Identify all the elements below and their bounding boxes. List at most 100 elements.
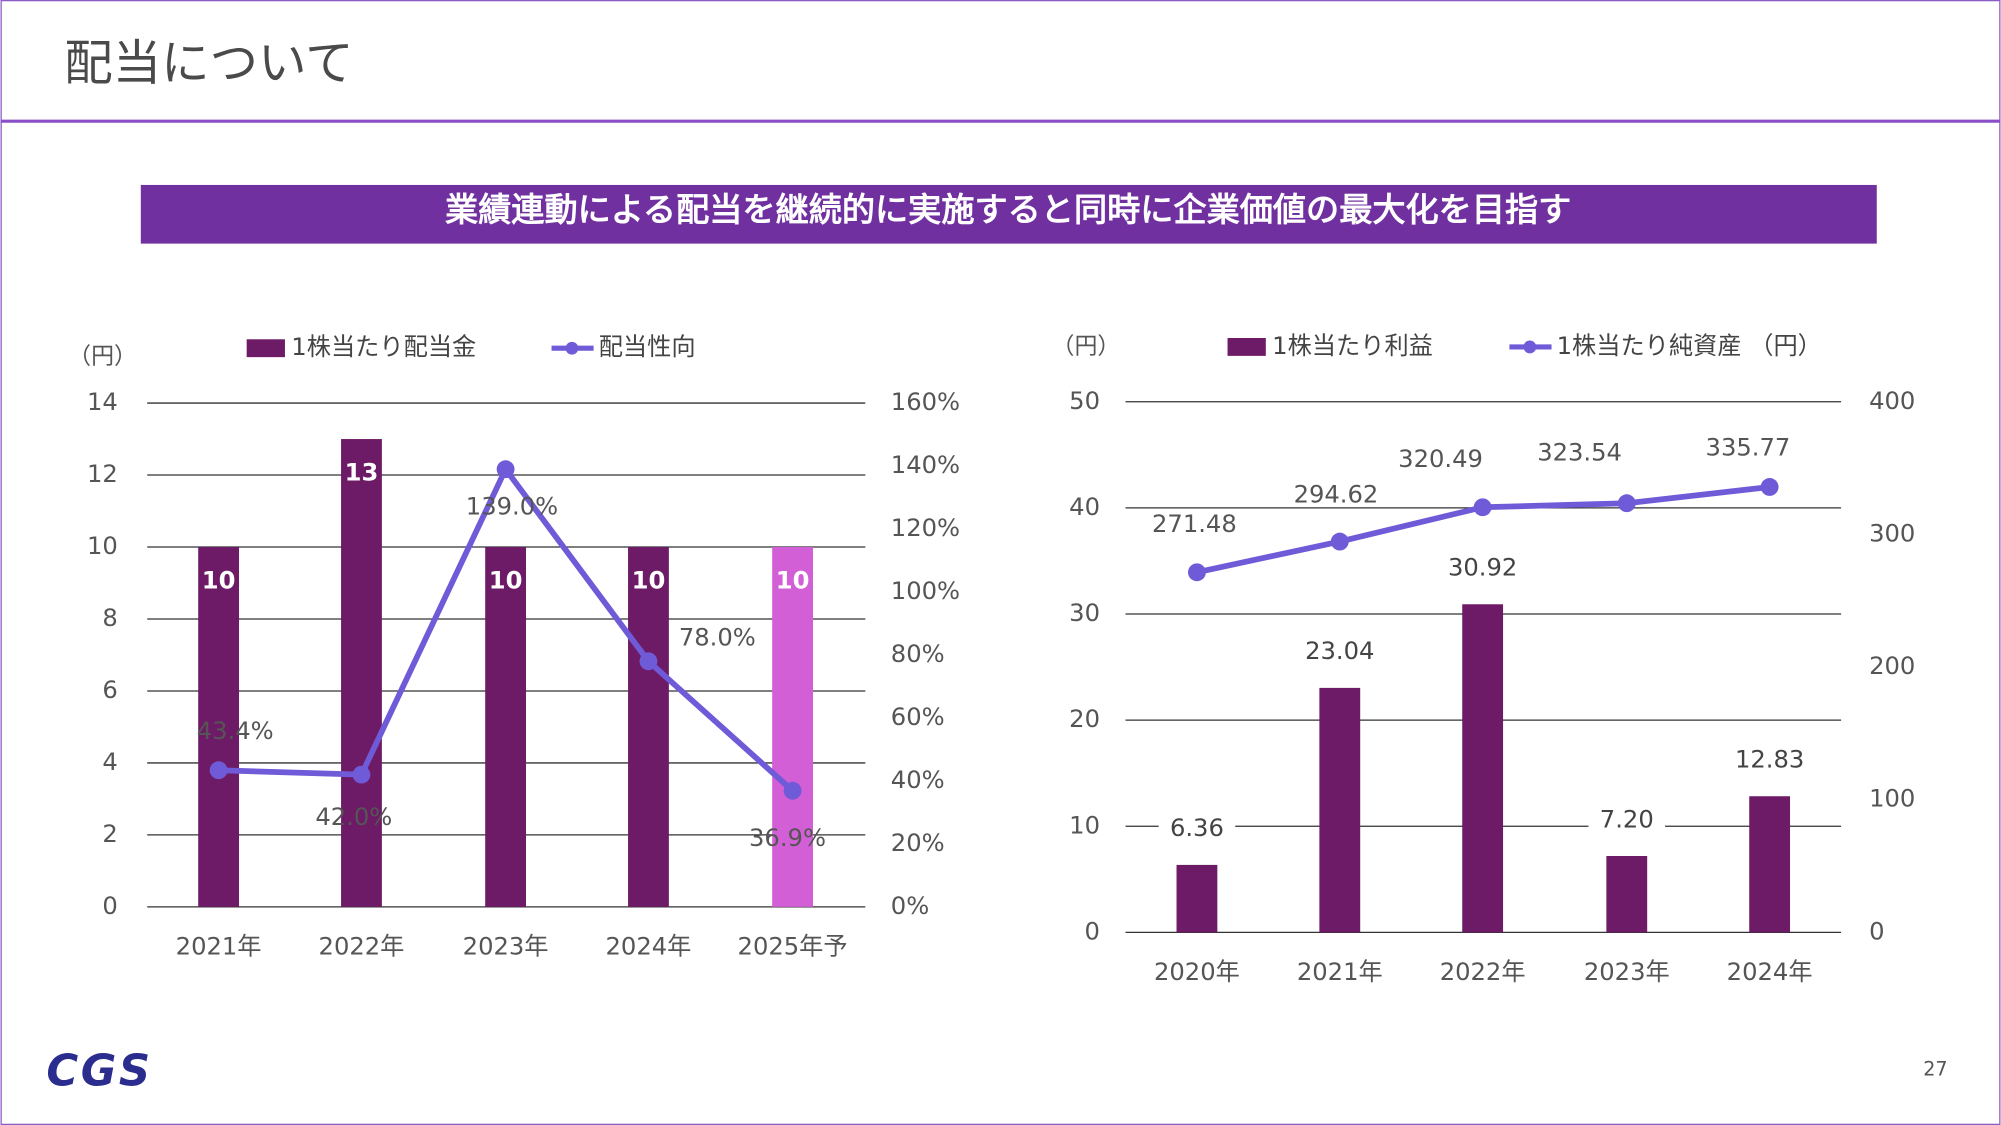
y-tick-label: 14 (87, 388, 118, 416)
bar (1606, 855, 1648, 933)
x-tick-label: 2023年 (1584, 958, 1670, 986)
line-marker (1760, 478, 1779, 496)
line-label: 139.0% (466, 492, 558, 520)
line-label: 335.77 (1706, 434, 1791, 462)
y2-tick-label: 140% (891, 451, 960, 479)
y2-tick-label: 200 (1869, 652, 1915, 680)
bar (198, 547, 240, 907)
y-unit: （円） (68, 344, 137, 370)
bar-label-bg (1444, 553, 1521, 584)
x-tick-label: 2021年 (1297, 958, 1383, 986)
y-tick-label: 8 (102, 604, 117, 632)
bar-label: 23.04 (1305, 637, 1374, 665)
y-tick-label: 20 (1069, 705, 1100, 733)
line-label: 42.0% (315, 803, 392, 831)
bar-label-bg (1588, 804, 1666, 836)
logo: CGS (46, 1046, 152, 1096)
bar-label-bg (1731, 745, 1808, 776)
y-tick-label: 2 (102, 820, 117, 848)
y2-tick-label: 80% (891, 640, 945, 668)
x-tick-label: 2020年 (1154, 958, 1240, 986)
line-marker (1473, 498, 1492, 517)
bar-label: 6.36 (1170, 814, 1224, 842)
y2-tick-label: 300 (1869, 519, 1915, 547)
line-label: 78.0% (679, 623, 756, 651)
line-label: 320.49 (1398, 445, 1483, 473)
y-tick-label: 12 (87, 460, 118, 488)
line-marker (1188, 563, 1206, 582)
bar (341, 439, 382, 907)
line-label: 271.48 (1152, 510, 1237, 538)
bar (772, 547, 813, 907)
line-marker (783, 781, 802, 800)
x-tick-label: 2023年 (463, 933, 549, 961)
y2-tick-label: 100 (1869, 785, 1915, 813)
legend-label: 1株当たり配当金 (291, 333, 476, 361)
y-unit: （円） (1052, 333, 1121, 359)
x-tick-label: 2022年 (319, 933, 405, 961)
page-number: 27 (1923, 1058, 1947, 1081)
bar (1176, 864, 1218, 933)
y-tick-label: 50 (1069, 387, 1100, 415)
x-tick-label: 2022年 (1440, 958, 1526, 986)
x-tick-label: 2024年 (606, 933, 692, 961)
line-marker (1330, 532, 1349, 551)
bar-label: 10 (489, 566, 523, 594)
y2-tick-label: 100% (891, 577, 960, 605)
y-tick-label: 6 (102, 676, 117, 704)
banner-text: 業績連動による配当を継続的に実施すると同時に企業価値の最大化を目指す (445, 190, 1571, 229)
bar (485, 547, 527, 907)
legend-marker (565, 341, 579, 355)
bar-label: 12.83 (1735, 746, 1804, 774)
bar-label: 13 (345, 458, 379, 486)
banner (140, 184, 1877, 244)
y2-tick-label: 120% (891, 514, 960, 542)
bar-label-bg (1158, 813, 1236, 845)
bar-label: 10 (632, 566, 666, 594)
y-tick-label: 0 (102, 892, 117, 920)
bar-label: 10 (202, 566, 236, 594)
legend-label: 1株当たり純資産 （円） (1557, 332, 1822, 360)
bar (628, 547, 669, 907)
x-tick-label: 2025年予 (738, 933, 848, 961)
bar (1749, 796, 1791, 933)
bar-label-bg (1301, 636, 1379, 668)
bar (1462, 604, 1504, 933)
x-tick-label: 2024年 (1727, 958, 1813, 986)
legend-label: 1株当たり利益 (1272, 332, 1433, 360)
bar (1319, 687, 1361, 933)
y-tick-label: 10 (87, 532, 118, 560)
line-label: 36.9% (749, 824, 826, 852)
legend-swatch (246, 339, 285, 358)
line-marker (352, 765, 371, 784)
y2-tick-label: 0 (1869, 917, 1884, 945)
bar-label: 30.92 (1448, 554, 1517, 582)
bar-label: 7.20 (1600, 805, 1654, 833)
line-label: 294.62 (1294, 481, 1379, 509)
y-tick-label: 30 (1069, 599, 1100, 627)
bar-label: 10 (776, 566, 810, 594)
y2-tick-label: 60% (891, 703, 945, 731)
legend-marker (1523, 340, 1537, 354)
line-marker (1617, 494, 1636, 513)
y2-tick-label: 0% (891, 892, 929, 920)
line-marker (496, 460, 515, 479)
slide-title: 配当について (64, 35, 353, 91)
y2-tick-label: 400 (1869, 387, 1915, 415)
x-tick-label: 2021年 (176, 933, 262, 961)
line-marker (209, 761, 228, 780)
y-tick-label: 0 (1085, 917, 1100, 945)
line-marker (639, 652, 658, 671)
y-tick-label: 40 (1069, 493, 1100, 521)
line-label: 323.54 (1537, 438, 1622, 466)
y-tick-label: 4 (102, 748, 117, 776)
y-tick-label: 10 (1069, 811, 1100, 839)
legend-swatch (1227, 338, 1266, 356)
y2-tick-label: 40% (891, 766, 945, 794)
y2-tick-label: 160% (891, 388, 960, 416)
line-label: 43.4% (197, 717, 274, 745)
y2-tick-label: 20% (891, 829, 945, 857)
legend-label: 配当性向 (599, 333, 696, 361)
